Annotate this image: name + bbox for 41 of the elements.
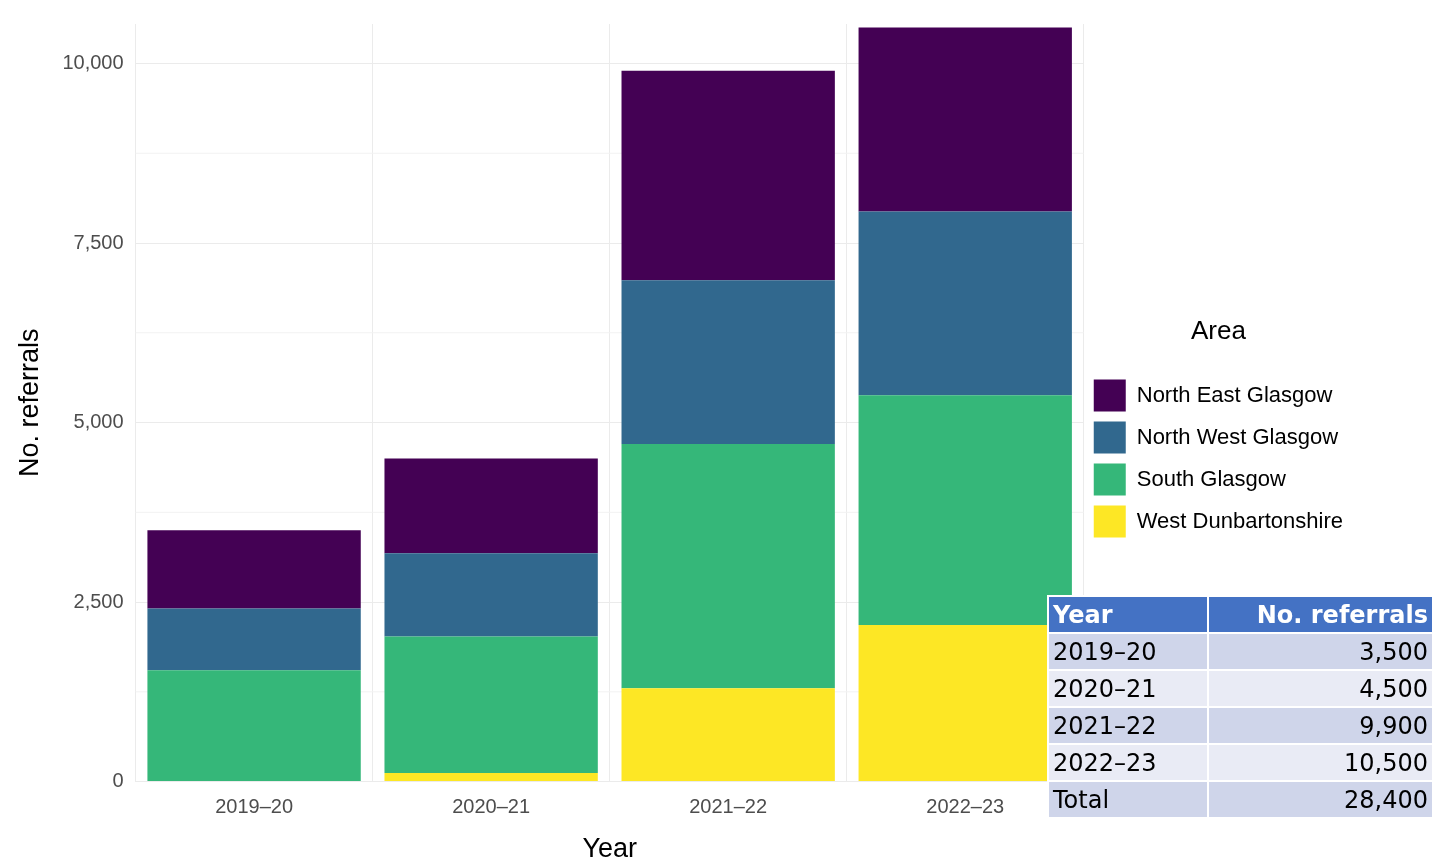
bar <box>147 670 361 782</box>
legend-label: West Dunbartonshire <box>1136 507 1343 533</box>
x-tick-label: 2020–21 <box>452 795 531 818</box>
legend-label: North West Glasgow <box>1136 423 1339 449</box>
x-tick-label: 2022–23 <box>926 795 1005 818</box>
annotation: 2020–21 <box>1048 670 1208 707</box>
bar <box>621 280 835 445</box>
bar <box>147 608 361 671</box>
bar <box>621 688 835 782</box>
bar <box>384 553 598 637</box>
y-axis-title: No. referrals <box>13 328 44 478</box>
y-tick-label: 10,000 <box>62 51 124 74</box>
y-tick-label: 5,000 <box>73 410 124 433</box>
legend-label: North East Glasgow <box>1136 381 1333 407</box>
text: 9,900 <box>1359 711 1428 740</box>
y-tick-label: 7,500 <box>73 230 124 253</box>
x-tick-label: 2019–20 <box>215 795 294 818</box>
text: Total <box>1053 785 1110 814</box>
bar <box>621 444 835 689</box>
y-tick-label: 0 <box>112 769 124 792</box>
annotation: 2021–22 <box>1048 707 1208 744</box>
bar <box>147 530 361 609</box>
legend-label: South Glasgow <box>1136 465 1287 491</box>
annotation: 2019–20 <box>1048 633 1208 670</box>
text: 10,500 <box>1344 748 1428 777</box>
x-axis-title: Year <box>582 833 637 864</box>
text: 3,500 <box>1359 637 1428 666</box>
annotation: 2022–23 <box>1048 744 1208 781</box>
text: 4,500 <box>1359 674 1428 703</box>
x-tick-label: 2021–22 <box>689 795 768 818</box>
bar <box>384 458 598 554</box>
bar <box>621 70 835 281</box>
bar <box>384 772 598 782</box>
annotation: Year <box>1048 596 1208 633</box>
bar <box>384 636 598 773</box>
legend-title: Area <box>1190 314 1247 345</box>
text: No. referrals <box>1256 600 1428 629</box>
text: 28,400 <box>1344 785 1428 814</box>
y-tick-label: 2,500 <box>73 589 124 612</box>
bar <box>858 211 1072 396</box>
bar <box>858 27 1072 212</box>
